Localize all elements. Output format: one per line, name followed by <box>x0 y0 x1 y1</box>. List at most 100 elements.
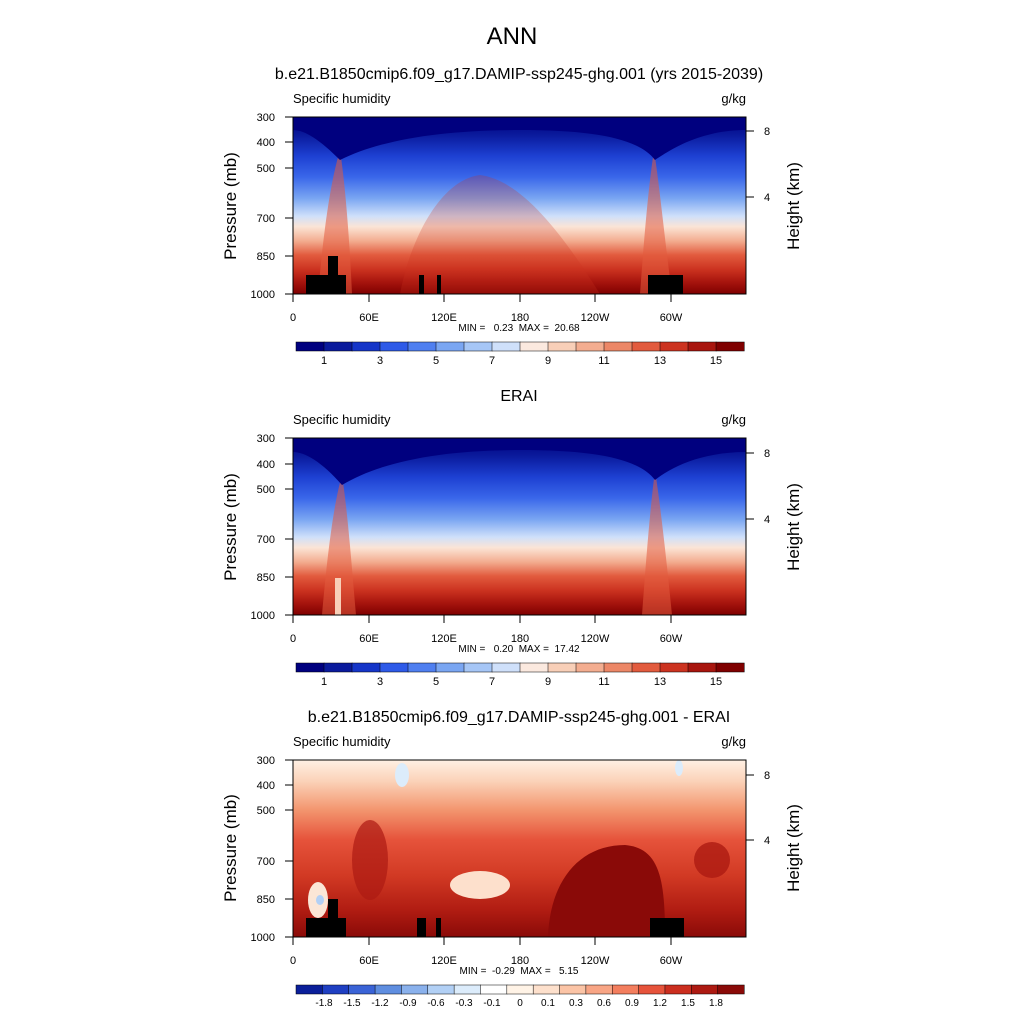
colorbar-swatch <box>691 984 719 995</box>
panel-1-title: b.e21.B1850cmip6.f09_g17.DAMIP-ssp245-gh… <box>275 66 763 83</box>
colorbar-swatch <box>603 662 633 673</box>
colorbar-swatch <box>435 662 465 673</box>
colorbar-label: 1.2 <box>653 998 667 1009</box>
panel-1-y2label: Height (km) <box>784 162 803 250</box>
colorbar-label: 13 <box>654 676 666 688</box>
y-tick: 700 <box>257 213 275 225</box>
y2-tick: 4 <box>764 192 770 204</box>
panel-2: ERAI Specific humidity g/kg 300 400 500 … <box>221 388 803 688</box>
colorbar-swatch <box>585 984 613 995</box>
panel-1-stats: MIN = 0.23 MAX = 20.68 <box>458 323 580 334</box>
y-tick: 850 <box>257 572 275 584</box>
panel-3-y2-ticks: 8 4 <box>746 770 770 847</box>
panel-3-high-spot-africa <box>352 820 388 900</box>
panel-3-stats: MIN = -0.29 MAX = 5.15 <box>460 966 579 977</box>
y2-tick: 4 <box>764 514 770 526</box>
x-tick: 120E <box>431 633 457 645</box>
x-tick: 60E <box>359 312 379 324</box>
panel-3-minimum-indian-ocean <box>450 871 510 899</box>
y2-tick: 8 <box>764 126 770 138</box>
panel-3-colorbar <box>295 984 745 995</box>
x-tick: 0 <box>290 955 296 967</box>
y-tick: 300 <box>257 755 275 767</box>
panel-2-variable-label: Specific humidity <box>293 412 391 427</box>
colorbar-label: 1 <box>321 355 327 367</box>
y-tick: 1000 <box>251 932 275 944</box>
colorbar-swatch <box>351 662 381 673</box>
colorbar-swatch <box>603 341 633 352</box>
panel-3-title: b.e21.B1850cmip6.f09_g17.DAMIP-ssp245-gh… <box>308 709 730 726</box>
colorbar-label: 0.6 <box>597 998 611 1009</box>
colorbar-label: -0.1 <box>483 998 501 1009</box>
y2-tick: 8 <box>764 448 770 460</box>
colorbar-label: 0.9 <box>625 998 639 1009</box>
x-tick: 120E <box>431 955 457 967</box>
panel-1-y2-ticks: 8 4 <box>746 126 770 204</box>
colorbar-label: 0.3 <box>569 998 583 1009</box>
panel-3-variable-label: Specific humidity <box>293 734 391 749</box>
colorbar-swatch <box>559 984 587 995</box>
panel-1-y-ticks: 300 400 500 700 850 1000 <box>251 112 293 301</box>
colorbar-swatch <box>407 341 437 352</box>
colorbar-swatch <box>575 662 605 673</box>
colorbar-label: 15 <box>710 676 722 688</box>
panel-1-ylabel: Pressure (mb) <box>221 152 240 260</box>
colorbar-swatch <box>463 662 493 673</box>
y-tick: 700 <box>257 534 275 546</box>
panel-3-y2label: Height (km) <box>784 804 803 892</box>
colorbar-swatch <box>638 984 666 995</box>
panel-2-y2label: Height (km) <box>784 483 803 571</box>
panel-2-colorbar-labels: 1 3 5 7 9 11 13 15 <box>321 676 722 688</box>
panel-2-title: ERAI <box>500 388 537 405</box>
colorbar-swatch <box>687 341 717 352</box>
panel-2-africa-streak <box>335 578 341 615</box>
colorbar-swatch <box>547 662 577 673</box>
panel-3-field <box>293 760 746 937</box>
panel-3-units: g/kg <box>721 734 746 749</box>
colorbar-swatch <box>480 984 508 995</box>
colorbar-swatch <box>407 662 437 673</box>
y-tick: 1000 <box>251 610 275 622</box>
x-tick: 180 <box>511 955 529 967</box>
colorbar-swatch <box>547 341 577 352</box>
x-tick: 60E <box>359 955 379 967</box>
panel-3: b.e21.B1850cmip6.f09_g17.DAMIP-ssp245-gh… <box>221 709 803 1009</box>
colorbar-swatch <box>519 662 549 673</box>
colorbar-swatch <box>519 341 549 352</box>
colorbar-label: 1.8 <box>709 998 723 1009</box>
panel-3-topography <box>306 899 684 937</box>
panel-1-field <box>293 117 746 294</box>
y-tick: 500 <box>257 805 275 817</box>
colorbar-label: -0.6 <box>427 998 445 1009</box>
colorbar-label: 11 <box>598 355 609 367</box>
colorbar-label: 7 <box>489 676 495 688</box>
colorbar-swatch <box>453 984 482 995</box>
colorbar-swatch <box>295 662 325 673</box>
panel-2-units: g/kg <box>721 412 746 427</box>
colorbar-label: -1.2 <box>371 998 389 1009</box>
colorbar-label: 13 <box>654 355 666 367</box>
colorbar-swatch <box>379 662 409 673</box>
colorbar-label: 7 <box>489 355 495 367</box>
y-tick: 500 <box>257 163 275 175</box>
colorbar-swatch <box>348 984 376 995</box>
panel-1-colorbar-labels: 1 3 5 7 9 11 13 15 <box>321 355 722 367</box>
y-tick: 400 <box>257 137 275 149</box>
panel-1-moist-tongue-east <box>640 150 672 294</box>
panel-2-y-ticks: 300 400 500 700 850 1000 <box>251 433 293 622</box>
colorbar-label: 3 <box>377 676 383 688</box>
y-tick: 1000 <box>251 289 275 301</box>
x-tick: 120E <box>431 312 457 324</box>
colorbar-swatch <box>659 341 689 352</box>
panel-1-x-ticks: 0 60E 120E 180 120W 60W <box>290 294 683 324</box>
panel-2-upper-dry-band <box>293 438 746 485</box>
colorbar-swatch <box>427 984 455 995</box>
panel-2-stats: MIN = 0.20 MAX = 17.42 <box>458 644 580 655</box>
panel-1-units: g/kg <box>721 91 746 106</box>
colorbar-label: 9 <box>545 355 551 367</box>
colorbar-label: 5 <box>433 355 439 367</box>
x-tick: 120W <box>581 633 610 645</box>
panel-2-colorbar <box>295 662 745 673</box>
colorbar-swatch <box>631 341 661 352</box>
